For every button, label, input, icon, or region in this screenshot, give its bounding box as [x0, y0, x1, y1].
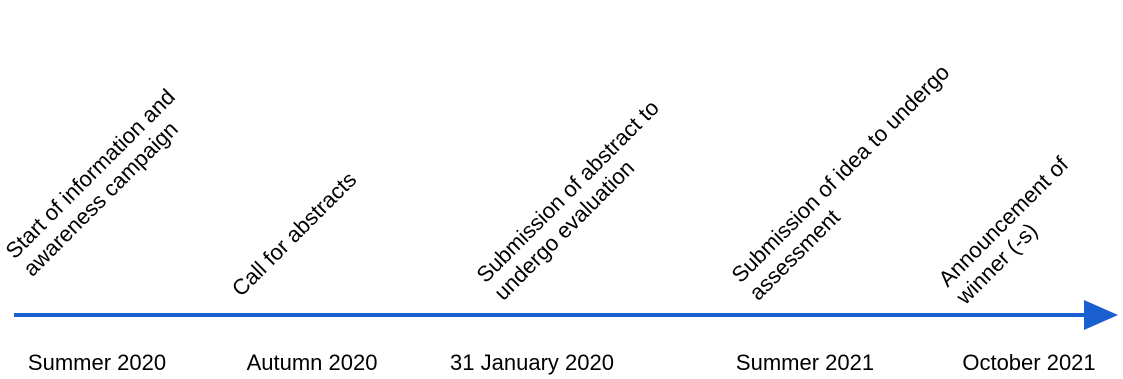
milestone-label-4: Submission of idea to undergo assessment [726, 59, 972, 305]
date-label-5: October 2021 [962, 350, 1096, 375]
milestone-4-line-1: Submission of idea to undergo [726, 59, 955, 288]
timeline-arrowhead [1084, 300, 1118, 330]
milestone-2-line-1: Call for abstracts [226, 166, 362, 302]
date-label-2: Autumn 2020 [246, 350, 378, 375]
milestone-1-line-2: awareness campaign [17, 116, 183, 281]
milestone-3-line-1: Submission of abstract to [471, 95, 664, 288]
date-label-3: 31 January 2020 [450, 350, 614, 375]
milestone-label-1: Start of information and awareness campa… [0, 84, 198, 282]
milestone-1-line-1: Start of information and [0, 84, 180, 264]
timeline-axis [14, 313, 1088, 317]
date-label-1: Summer 2020 [27, 350, 167, 375]
milestone-label-5: Announcement of winner (-s) [933, 152, 1091, 309]
milestone-3-line-2: undergo evaluation [488, 154, 639, 305]
milestone-label-2: Call for abstracts [226, 166, 362, 302]
date-label-4: Summer 2021 [735, 350, 875, 375]
milestone-label-3: Submission of abstract to undergo evalua… [471, 95, 681, 305]
